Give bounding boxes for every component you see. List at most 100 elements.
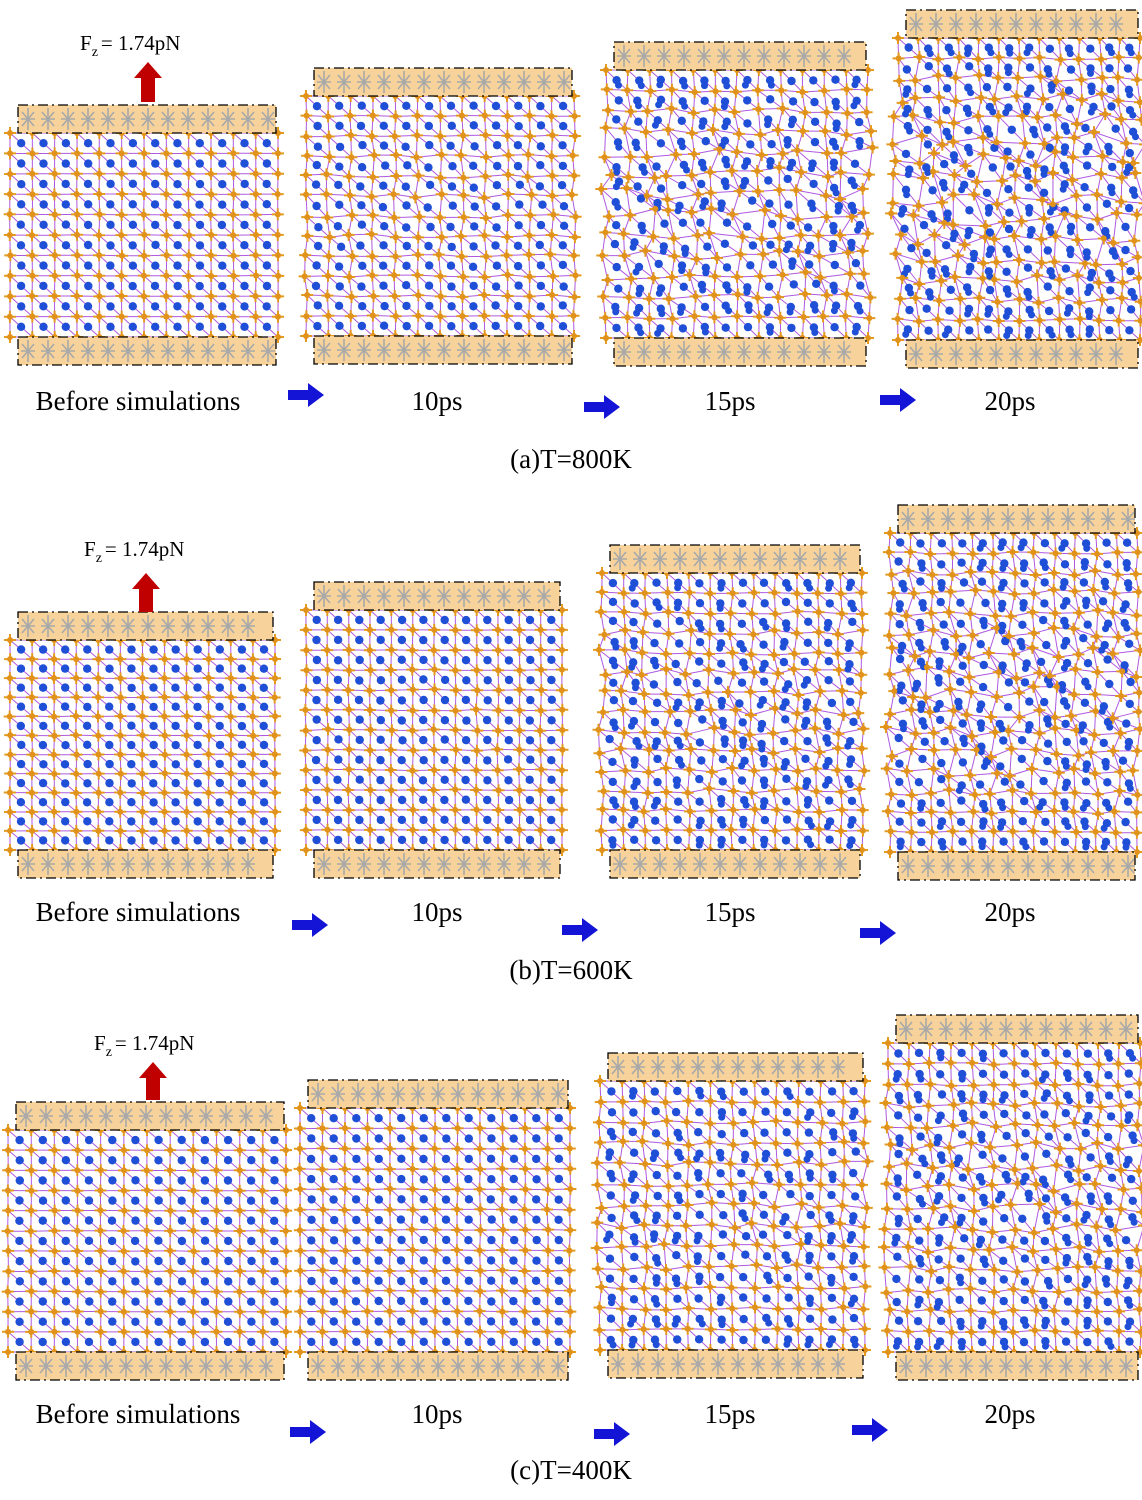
solute-atom — [462, 616, 470, 624]
solute-atom — [374, 1256, 382, 1264]
stage-label: 15ps — [704, 386, 755, 416]
metal-atom — [28, 1248, 34, 1254]
metal-atom — [1062, 211, 1068, 217]
solute-atom — [1021, 1277, 1029, 1285]
solute-atom — [334, 716, 342, 724]
solute-atom — [155, 1196, 163, 1204]
metal-atom — [74, 1228, 80, 1234]
metal-atom — [409, 647, 415, 653]
metal-atom — [908, 1226, 914, 1232]
metal-atom — [665, 1223, 671, 1229]
metal-atom — [144, 1269, 150, 1275]
solute-atom — [240, 159, 248, 167]
solute-atom — [173, 139, 181, 147]
metal-atom — [759, 152, 765, 158]
metal-atom — [1055, 1265, 1061, 1271]
solute-atom — [941, 185, 948, 192]
solute-atom — [330, 1277, 338, 1285]
metal-atom — [283, 1208, 289, 1214]
solute-atom — [761, 599, 769, 607]
metal-atom — [666, 296, 672, 302]
metal-atom — [953, 75, 959, 81]
solute-atom — [419, 776, 427, 784]
solute-atom — [39, 282, 47, 290]
metal-atom — [237, 1289, 243, 1295]
solute-atom — [313, 161, 321, 169]
solute-atom — [697, 756, 705, 764]
solute-atom — [536, 241, 544, 249]
metal-atom — [495, 647, 501, 653]
solute-atom — [1082, 844, 1089, 851]
solute-atom — [851, 1192, 859, 1200]
solute-atom — [1025, 697, 1033, 705]
solute-atom — [403, 161, 411, 169]
solute-atom — [1049, 273, 1056, 280]
metal-atom — [989, 569, 995, 575]
solute-atom — [846, 584, 853, 591]
metal-atom — [388, 627, 394, 633]
metal-atom — [1113, 1227, 1119, 1233]
solute-atom — [653, 1171, 661, 1179]
solute-atom — [224, 1196, 232, 1204]
metal-atom — [597, 1347, 603, 1353]
metal-atom — [643, 1203, 649, 1209]
solute-atom — [247, 1318, 255, 1326]
metal-atom — [728, 1285, 734, 1291]
solute-atom — [402, 262, 410, 270]
solute-atom — [504, 755, 512, 763]
metal-atom — [839, 1264, 845, 1270]
metal-atom — [320, 1267, 326, 1273]
metal-atom — [904, 1206, 910, 1212]
metal-atom — [473, 787, 479, 793]
metal-atom — [74, 232, 80, 238]
solute-atom — [937, 560, 945, 568]
solute-atom — [1081, 124, 1089, 132]
metal-atom — [734, 313, 740, 319]
metal-atom — [214, 1208, 220, 1214]
metal-atom — [139, 713, 145, 719]
metal-atom — [477, 1125, 483, 1131]
solute-atom — [1039, 777, 1047, 785]
metal-atom — [51, 733, 57, 739]
solute-atom — [1106, 1240, 1113, 1247]
solute-atom — [424, 203, 432, 211]
solute-atom — [717, 1252, 725, 1260]
solute-atom — [725, 287, 732, 294]
metal-atom — [454, 1227, 460, 1233]
metal-atom — [387, 1268, 393, 1274]
metal-atom — [29, 293, 35, 299]
solute-atom — [1041, 1256, 1049, 1264]
metal-atom — [928, 610, 934, 616]
solute-atom — [900, 725, 907, 732]
solute-atom — [1099, 708, 1106, 715]
solute-atom — [679, 219, 687, 227]
metal-atom — [324, 215, 330, 221]
solute-atom — [397, 1236, 405, 1244]
metal-atom — [1076, 610, 1082, 616]
solute-atom — [650, 1155, 657, 1162]
solute-atom — [675, 207, 682, 214]
solute-atom — [942, 331, 949, 338]
metal-atom — [320, 1207, 326, 1213]
solute-atom — [678, 117, 686, 125]
solute-atom — [131, 1237, 139, 1245]
solute-atom — [547, 736, 555, 744]
solute-atom — [355, 636, 363, 644]
solute-atom — [894, 557, 902, 565]
metal-atom — [1053, 1060, 1059, 1066]
metal-atom — [387, 1308, 393, 1314]
solute-atom — [83, 722, 91, 730]
metal-atom — [819, 1120, 825, 1126]
metal-atom — [641, 809, 647, 815]
metal-atom — [367, 767, 373, 773]
solute-atom — [307, 1317, 315, 1325]
solute-atom — [850, 1135, 857, 1142]
solute-atom — [630, 783, 637, 790]
solute-atom — [469, 102, 477, 110]
solute-atom — [611, 662, 618, 669]
metal-atom — [924, 664, 930, 670]
solute-atom — [469, 162, 477, 170]
metal-atom — [707, 1121, 713, 1127]
metal-atom — [567, 1146, 573, 1152]
solute-atom — [676, 1197, 683, 1204]
